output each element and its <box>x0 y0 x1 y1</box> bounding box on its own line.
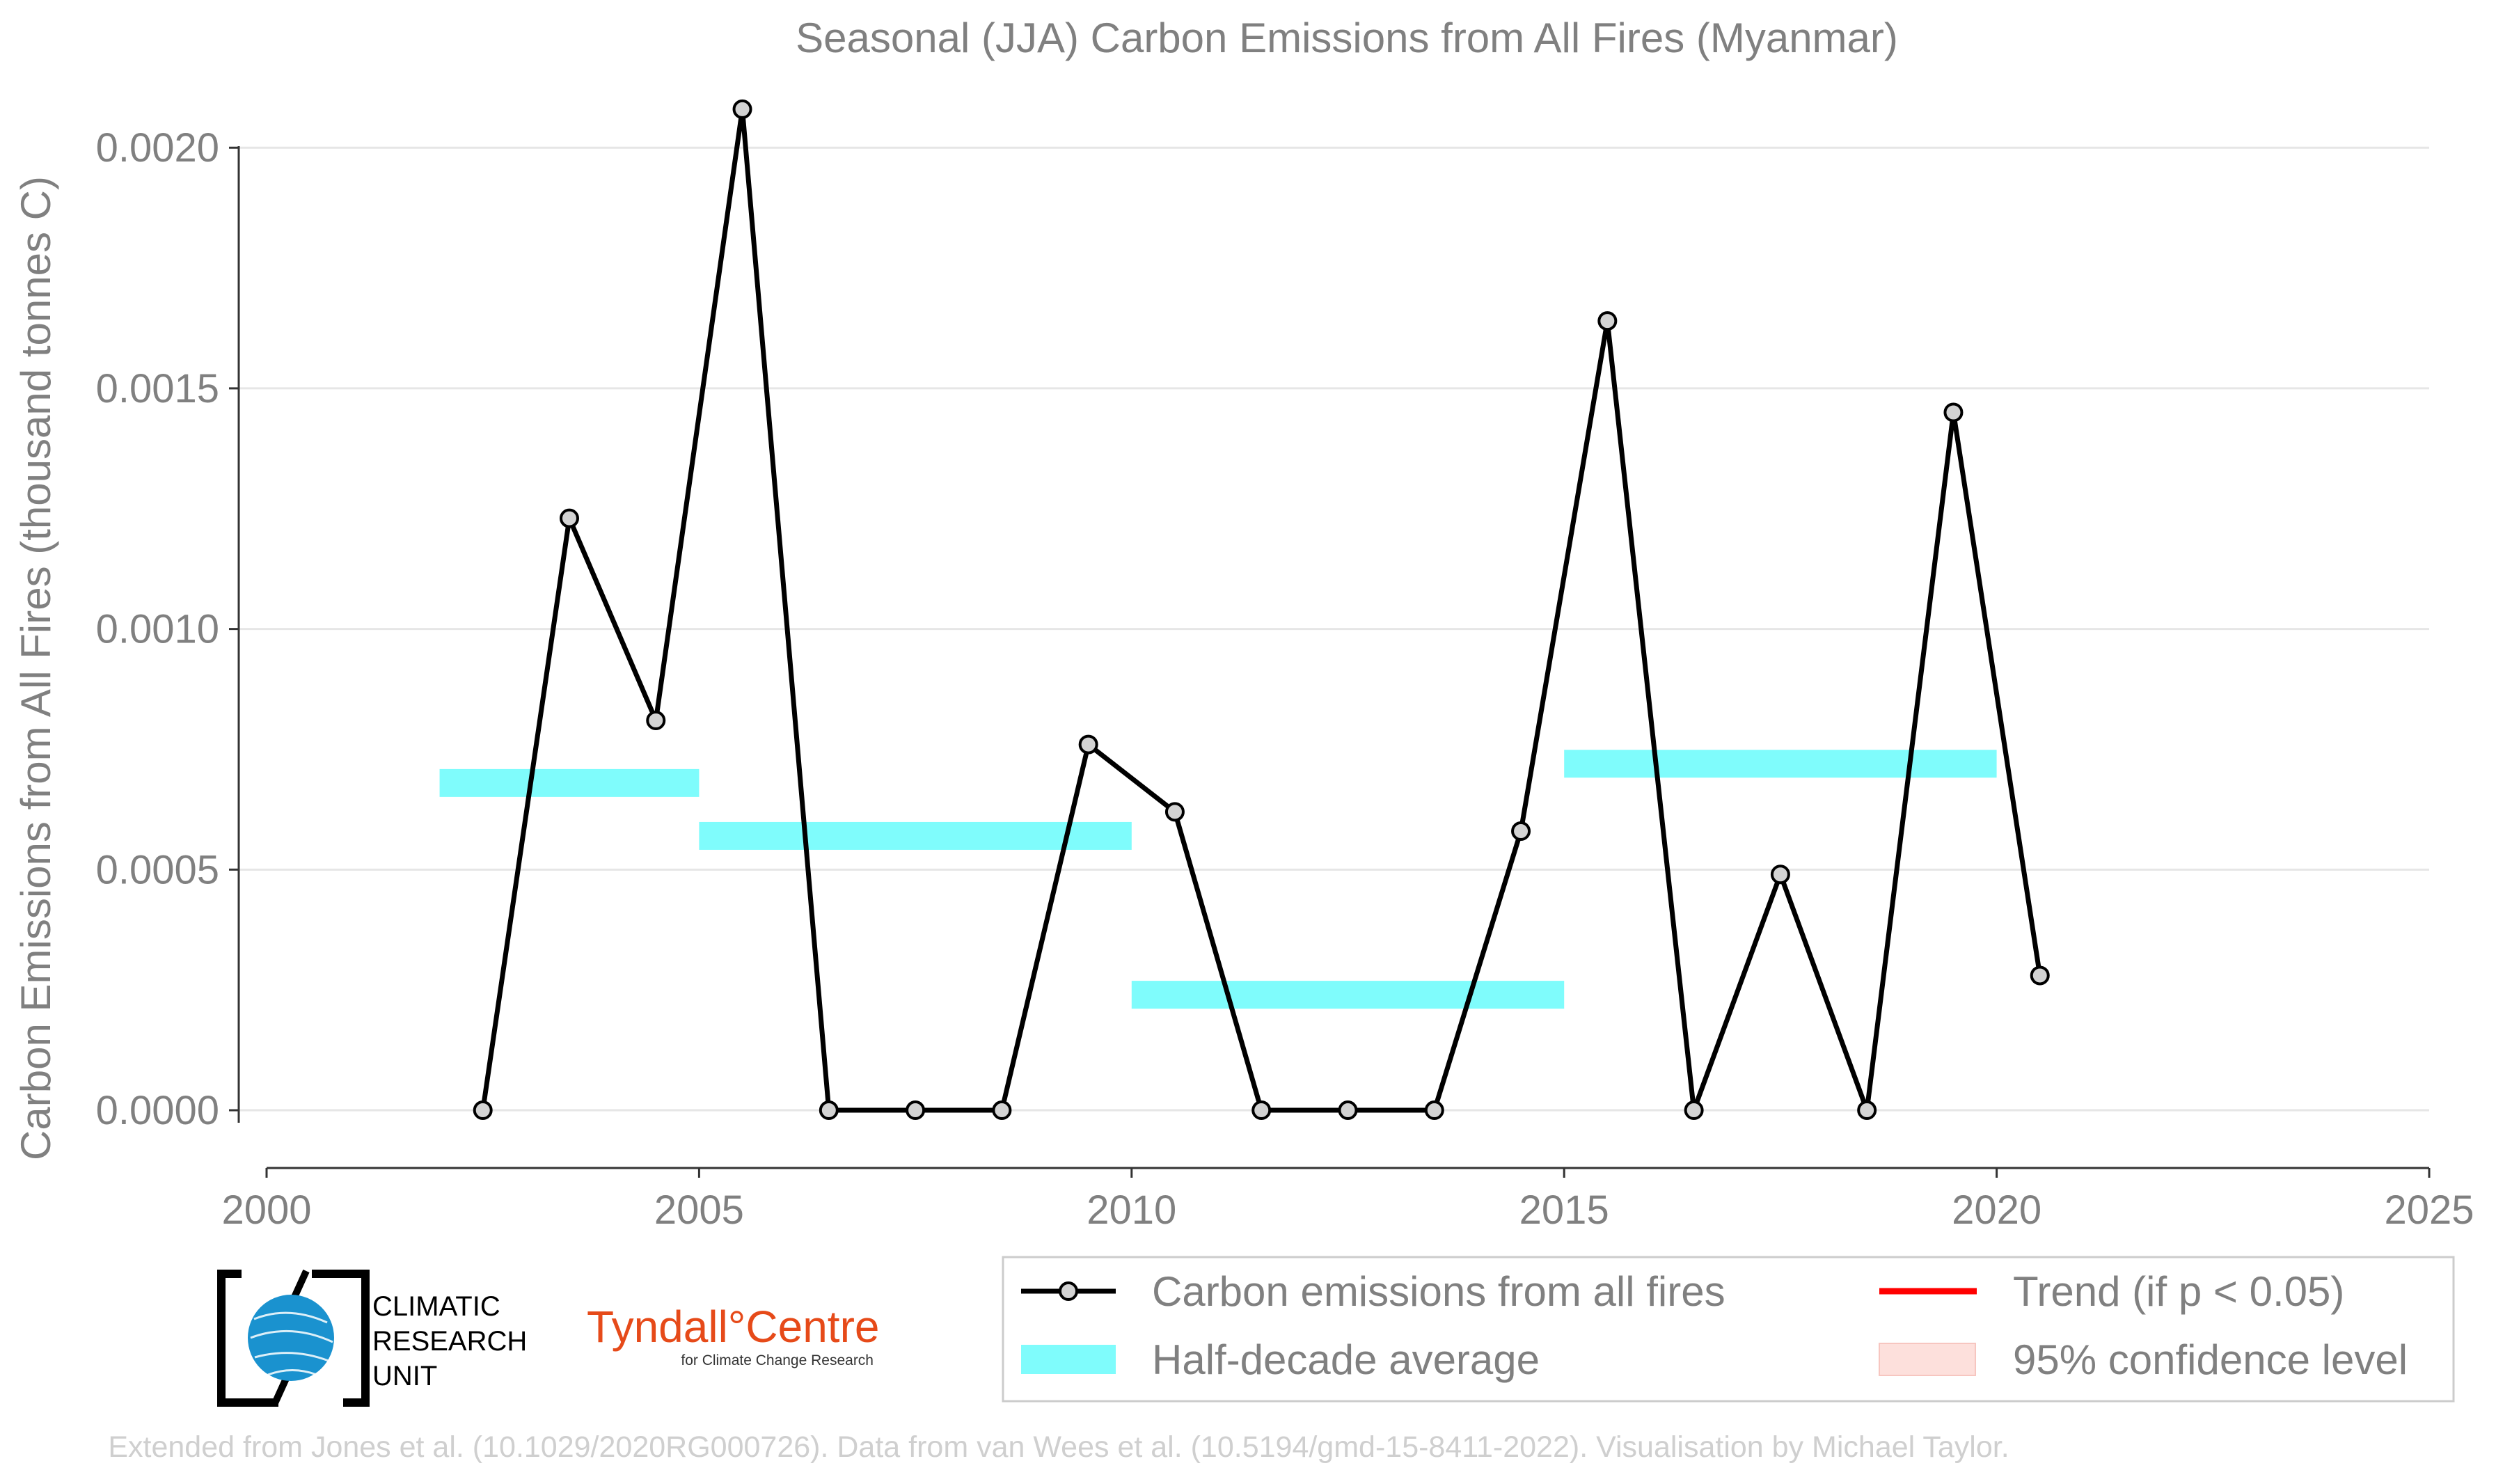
legend-emissions-marker-swatch <box>1059 1281 1078 1301</box>
x-tick-label: 2010 <box>1087 1187 1176 1233</box>
axes: 0.0000 0.0005 0.0010 0.0015 0.0020 2000 2005 20… <box>96 125 2474 1233</box>
emissions-data-point <box>1338 1100 1358 1121</box>
half-decade-average-bar <box>439 768 700 797</box>
emissions-data-point <box>646 710 666 730</box>
emissions-data-point <box>1943 402 1964 423</box>
legend-confidence-swatch <box>1879 1343 1976 1376</box>
x-tick-label: 2005 <box>654 1187 744 1233</box>
emission-series <box>473 99 2050 1121</box>
emissions-data-point <box>473 1100 493 1121</box>
legend-half-decade-label: Half-decade average <box>1152 1336 1540 1383</box>
legend-entry-trend: Trend (if p < 0.05) <box>1879 1268 2344 1315</box>
tyndall-logo-name: Tyndall°Centre <box>587 1302 879 1352</box>
grid-lines <box>239 146 2429 1112</box>
half-decade-average-bar <box>699 821 1132 850</box>
footer-credit: Extended from Jones et al. (10.1029/2020… <box>108 1430 2009 1464</box>
y-tick-label: 0.0000 <box>96 1088 219 1133</box>
globe-icon-lines <box>250 1311 333 1376</box>
legend-entry-confidence: 95% confidence level <box>1879 1336 2408 1383</box>
cru-logo-line-3: UNIT <box>372 1361 437 1391</box>
x-tick-label: 2015 <box>1519 1187 1609 1233</box>
legend-half-decade-swatch <box>1021 1345 1116 1374</box>
legend-emissions-label: Carbon emissions from all fires <box>1152 1268 1725 1315</box>
legend-entry-half-decade: Half-decade average <box>1021 1336 1540 1383</box>
emissions-data-point <box>1424 1100 1444 1121</box>
legend-trend-label: Trend (if p < 0.05) <box>2013 1268 2344 1315</box>
x-tick-label: 2025 <box>2384 1187 2474 1233</box>
emissions-data-point <box>1770 865 1790 885</box>
half-decade-average-bar <box>1564 750 1997 778</box>
emissions-data-point <box>906 1100 926 1121</box>
emissions-data-point <box>559 508 579 528</box>
y-tick-label: 0.0015 <box>96 366 219 411</box>
emissions-data-point <box>1597 311 1618 331</box>
chart-title: Seasonal (JJA) Carbon Emissions from All… <box>796 15 1898 61</box>
emissions-data-point <box>2030 965 2050 986</box>
y-tick-label: 0.0020 <box>96 125 219 171</box>
half-decade-average-bar <box>1131 981 1565 1009</box>
legend-confidence-label: 95% confidence level <box>2013 1336 2408 1383</box>
cru-logo-line-2: RESEARCH <box>372 1326 527 1357</box>
emissions-data-point <box>1251 1100 1272 1121</box>
emissions-data-point <box>1164 802 1185 822</box>
tyndall-logo-subtitle: for Climate Change Research <box>681 1352 874 1368</box>
legend: Carbon emissions from all fires Trend (i… <box>1002 1256 2455 1403</box>
x-tick-label: 2020 <box>1952 1187 2041 1233</box>
half-decade-average-bands <box>439 750 1997 1009</box>
y-tick-label: 0.0010 <box>96 607 219 652</box>
tyndall-logo: Tyndall°Centre for Climate Change Resear… <box>587 1302 879 1368</box>
cru-logo-line-1: CLIMATIC <box>372 1291 500 1322</box>
emissions-data-point <box>819 1100 839 1121</box>
cru-logo-frame <box>217 1270 370 1407</box>
y-tick-label: 0.0005 <box>96 847 219 892</box>
x-tick-label: 2000 <box>221 1187 311 1233</box>
emissions-data-point <box>1511 821 1531 842</box>
emissions-data-point <box>1857 1100 1877 1121</box>
emissions-data-point <box>992 1100 1012 1121</box>
emissions-data-point <box>1684 1100 1704 1121</box>
legend-frame <box>1002 1256 2455 1403</box>
legend-entry-emissions: Carbon emissions from all fires <box>1021 1268 1725 1315</box>
cru-logo: CLIMATIC RESEARCH UNIT <box>217 1269 527 1407</box>
emissions-data-point <box>732 99 752 119</box>
y-axis-label: Carbon Emissions from All Fires (thousan… <box>13 176 59 1160</box>
emissions-data-point <box>1078 734 1098 755</box>
